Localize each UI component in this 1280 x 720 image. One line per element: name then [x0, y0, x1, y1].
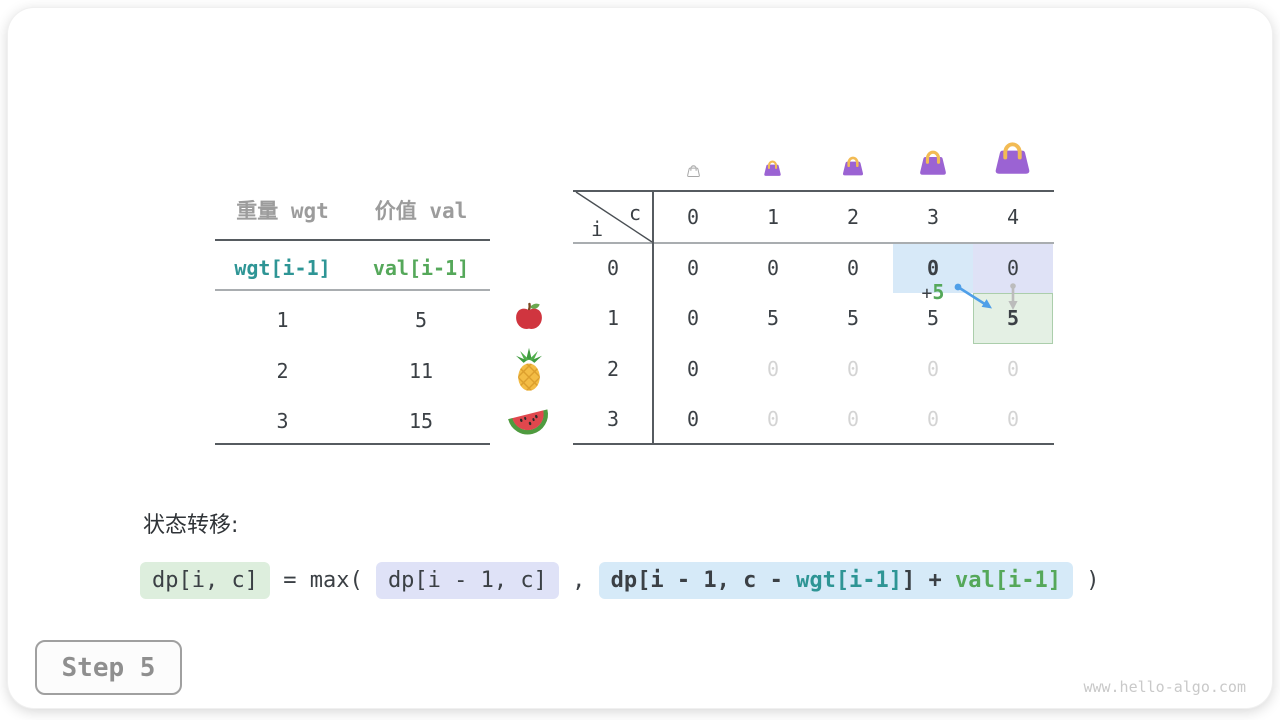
item-value: 5: [414, 308, 428, 332]
bag-icon: [761, 155, 784, 178]
take-prefix: dp[i - 1, c -: [610, 567, 797, 593]
dp-cell-pending: 0: [846, 407, 860, 431]
transition-section-label: 状态转移:: [143, 513, 239, 538]
col-header: 4: [1006, 205, 1020, 229]
row-header: 1: [606, 306, 620, 330]
item-table-header-rule: [215, 239, 490, 241]
dp-cell-pending: 0: [846, 357, 860, 381]
formula-eq-max: = max(: [269, 567, 376, 593]
value-column-header: 价值 val: [374, 199, 468, 223]
dp-cell: 0: [846, 256, 860, 280]
dp-table-header-rule: [573, 242, 1054, 244]
row-header: 2: [606, 357, 620, 381]
item-table-mid-rule: [215, 289, 490, 291]
formula-comma: ,: [558, 567, 599, 593]
dp-cell: 0: [686, 407, 700, 431]
dp-cell-source-keep: 0: [926, 256, 940, 280]
site-watermark: www.hello-algo.com: [1083, 678, 1246, 696]
dp-cell: 0: [686, 357, 700, 381]
plus-sign: +: [921, 283, 933, 304]
take-val-term: val[i-1]: [955, 567, 1061, 593]
col-header: 2: [846, 205, 860, 229]
dp-cell-target: 5: [1006, 306, 1020, 330]
item-weight: 2: [276, 359, 289, 383]
take-mid: ] +: [902, 567, 956, 593]
transfer-annotation: +5: [893, 280, 973, 304]
added-value: 5: [932, 280, 945, 304]
formula-option-take-box: dp[i - 1, c - wgt[i-1]] + val[i-1]: [598, 561, 1073, 599]
dp-table-vertical-rule: [652, 190, 654, 445]
step-indicator-button[interactable]: Step 5: [35, 640, 182, 695]
dp-cell-source-above: 0: [1006, 256, 1020, 280]
dp-cell: 5: [766, 306, 780, 330]
dp-cell-pending: 0: [766, 407, 780, 431]
dp-table-bottom-rule: [573, 443, 1054, 445]
formula-result-box: dp[i, c]: [140, 561, 270, 599]
item-axis-label: i: [590, 217, 604, 241]
bag-icon: [989, 131, 1036, 178]
formula-option-keep-box: dp[i - 1, c]: [375, 561, 559, 599]
dp-cell-pending: 0: [1006, 407, 1020, 431]
item-weight: 1: [276, 308, 289, 332]
col-header: 1: [766, 205, 780, 229]
dp-cell: 0: [686, 306, 700, 330]
watermelon-icon: [508, 402, 550, 440]
item-weight: 3: [276, 409, 289, 433]
col-header: 3: [926, 205, 940, 229]
weight-column-header: 重量 wgt: [236, 199, 329, 223]
generic-value-formula: val[i-1]: [372, 256, 470, 280]
dp-cell: 5: [846, 306, 860, 330]
col-header: 0: [686, 205, 700, 229]
bag-icon: [915, 142, 951, 178]
bag-icon: [839, 150, 867, 178]
empty-bag-icon: [685, 161, 702, 178]
dp-cell-pending: 0: [926, 407, 940, 431]
pineapple-icon: [510, 347, 548, 393]
dp-cell-pending: 0: [1006, 357, 1020, 381]
dp-cell: 0: [686, 256, 700, 280]
formula-close-paren: ): [1073, 567, 1100, 593]
item-value: 15: [408, 409, 434, 433]
dp-table-top-rule: [573, 190, 1054, 192]
dp-cell-pending: 0: [766, 357, 780, 381]
transition-formula: dp[i, c] = max( dp[i - 1, c] , dp[i - 1,…: [140, 558, 1100, 602]
row-header: 0: [606, 256, 620, 280]
row-header: 3: [606, 407, 620, 431]
dp-cell: 0: [766, 256, 780, 280]
dp-cell: 5: [926, 306, 940, 330]
dp-cell-pending: 0: [926, 357, 940, 381]
generic-weight-formula: wgt[i-1]: [234, 256, 331, 280]
capacity-axis-label: c: [628, 201, 642, 225]
take-wgt-term: wgt[i-1]: [796, 567, 903, 593]
item-table-bottom-rule: [215, 443, 490, 445]
item-value: 11: [408, 359, 434, 383]
apple-icon: [511, 298, 547, 334]
